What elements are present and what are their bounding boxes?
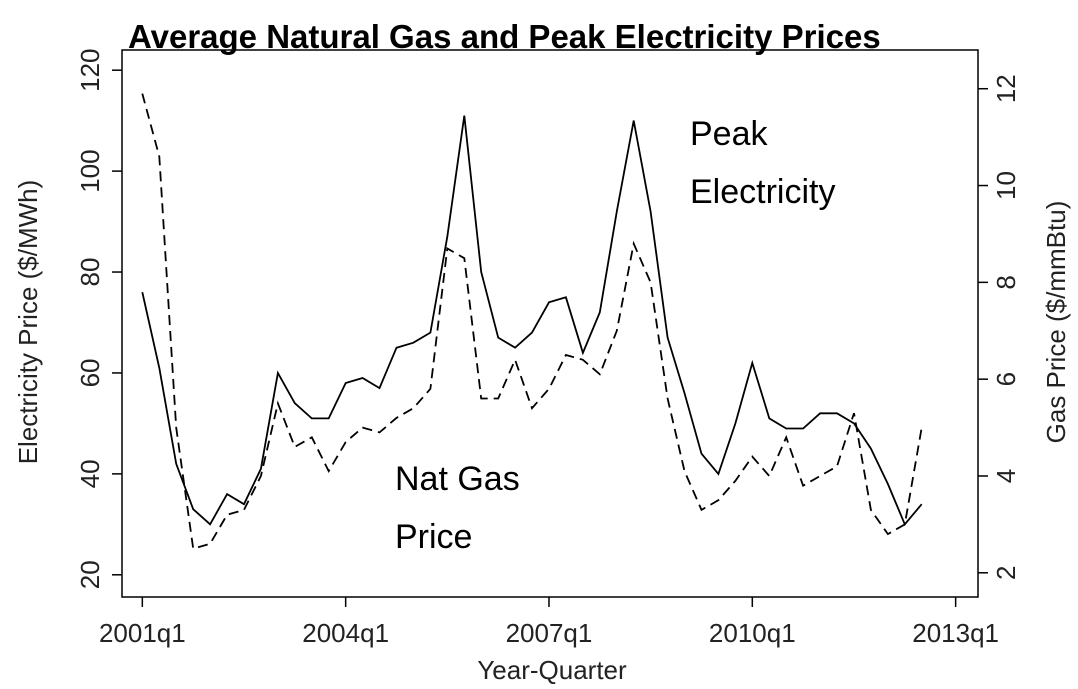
y2-tick-label: 10 <box>991 171 1021 200</box>
data-line <box>141 115 923 527</box>
x-tick-label: 2007q1 <box>506 618 593 648</box>
y-tick-label: 80 <box>75 258 105 287</box>
y-tick-label: 120 <box>75 48 105 91</box>
annotation: Peak Electricity <box>690 115 836 211</box>
chart-title: Average Natural Gas and Peak Electricity… <box>128 18 881 55</box>
y2-tick-label: 8 <box>991 275 1021 289</box>
y2-axis-label: Gas Price ($/mmBtu) <box>1041 201 1071 444</box>
y2-tick-label: 2 <box>991 566 1021 580</box>
y-tick-label: 40 <box>75 459 105 488</box>
y-tick-label: 20 <box>75 560 105 589</box>
x-tick-label: 2001q1 <box>99 618 186 648</box>
y-tick-label: 60 <box>75 358 105 387</box>
x-tick-label: 2013q1 <box>912 618 999 648</box>
y2-tick-label: 6 <box>991 372 1021 386</box>
y-axis-label: Electricity Price ($/MWh) <box>13 180 43 465</box>
y2-tick-label: 12 <box>991 74 1021 103</box>
y-tick-label: 100 <box>75 149 105 192</box>
x-tick-label: 2004q1 <box>302 618 389 648</box>
x-axis-label: Year-Quarter <box>477 655 627 685</box>
data-line <box>141 93 923 550</box>
y2-tick-label: 4 <box>991 469 1021 483</box>
annotation: Nat Gas Price <box>395 460 520 556</box>
plot-frame <box>121 49 979 598</box>
x-tick-label: 2010q1 <box>709 618 796 648</box>
